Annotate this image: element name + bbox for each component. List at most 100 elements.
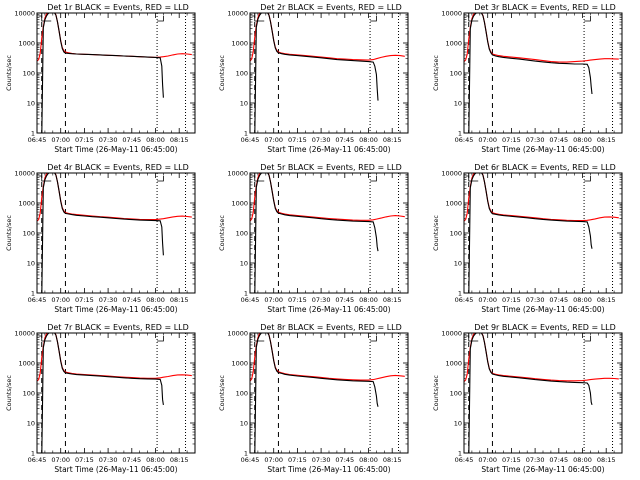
- x-tick-label: 07:00: [478, 296, 497, 304]
- y-axis-label: Counts/sec: [5, 55, 13, 91]
- detector-panel: Det 4r BLACK = Events, RED = LLD Counts/s…: [5, 163, 196, 314]
- panel-title: Det 1r BLACK = Events, RED = LLD: [47, 3, 189, 12]
- x-tick-label: 08:15: [383, 456, 402, 464]
- lld-series-line: [250, 333, 405, 382]
- x-tick-label: 07:45: [549, 296, 568, 304]
- y-tick-label: 100: [450, 390, 462, 398]
- detector-panel: Det 6r BLACK = Events, RED = LLD Counts/s…: [432, 163, 623, 314]
- x-axis-label: Start Time (26-May-11 06:45:00): [54, 145, 177, 154]
- y-tick-label: 1000: [231, 200, 248, 208]
- y-tick-label: 10: [240, 100, 248, 108]
- interval-marker: [466, 335, 479, 342]
- plot-frame: [36, 172, 196, 294]
- x-tick-label: 08:00: [359, 296, 378, 304]
- y-tick-label: 10: [240, 260, 248, 268]
- y-tick-label: 10000: [227, 330, 248, 338]
- interval-marker: [252, 335, 265, 342]
- x-tick-label: 07:00: [264, 136, 283, 144]
- x-tick-label: 07:15: [502, 136, 521, 144]
- x-tick-label: 07:30: [312, 456, 331, 464]
- x-tick-label: 07:45: [335, 456, 354, 464]
- x-tick-label: 08:15: [597, 456, 616, 464]
- interval-marker: [584, 176, 591, 182]
- y-tick-label: 1: [458, 130, 462, 138]
- plot-frame: [463, 12, 623, 134]
- x-tick-label: 08:00: [573, 456, 592, 464]
- x-tick-label: 08:00: [573, 136, 592, 144]
- x-tick-label: 07:15: [75, 136, 94, 144]
- y-axis-label: Counts/sec: [432, 375, 440, 411]
- panel-title: Det 2r BLACK = Events, RED = LLD: [260, 3, 402, 12]
- interval-marker: [466, 15, 479, 22]
- y-tick-label: 100: [23, 230, 35, 238]
- interval-marker: [252, 175, 265, 182]
- interval-marker: [157, 16, 164, 22]
- y-tick-label: 10000: [441, 10, 462, 18]
- x-tick-label: 06:45: [28, 296, 47, 304]
- panel-title: Det 9r BLACK = Events, RED = LLD: [474, 323, 616, 332]
- y-tick-label: 100: [450, 230, 462, 238]
- interval-marker: [39, 335, 52, 342]
- x-tick-label: 07:00: [478, 136, 497, 144]
- x-tick-label: 07:15: [502, 456, 521, 464]
- interval-marker: [370, 336, 377, 342]
- plot-frame: [36, 332, 196, 454]
- x-tick-label: 08:15: [170, 296, 189, 304]
- y-tick-label: 10: [27, 260, 35, 268]
- plot-frame: [463, 332, 623, 454]
- interval-marker: [252, 15, 265, 22]
- y-tick-label: 1: [458, 290, 462, 298]
- x-tick-label: 06:45: [241, 136, 260, 144]
- x-tick-label: 08:00: [359, 456, 378, 464]
- plot-frame: [249, 172, 409, 294]
- x-tick-label: 07:30: [312, 136, 331, 144]
- y-tick-label: 100: [236, 230, 248, 238]
- y-tick-label: 1000: [18, 200, 35, 208]
- x-tick-label: 08:00: [146, 136, 165, 144]
- y-tick-label: 10: [27, 420, 35, 428]
- interval-marker: [584, 16, 591, 22]
- y-axis-label: Counts/sec: [5, 215, 13, 251]
- x-tick-label: 08:00: [359, 136, 378, 144]
- y-tick-label: 10000: [14, 330, 35, 338]
- x-axis-label: Start Time (26-May-11 06:45:00): [481, 465, 604, 474]
- y-tick-label: 10: [240, 420, 248, 428]
- interval-marker: [157, 176, 164, 182]
- y-tick-label: 10000: [441, 170, 462, 178]
- y-axis-label: Counts/sec: [218, 55, 226, 91]
- x-tick-label: 07:45: [122, 296, 141, 304]
- x-tick-label: 07:15: [288, 296, 307, 304]
- y-tick-label: 10000: [441, 330, 462, 338]
- plot-frame: [249, 332, 409, 454]
- lld-series-line: [250, 173, 405, 222]
- detector-panel: Det 1r BLACK = Events, RED = LLD Counts/s…: [5, 3, 196, 154]
- y-tick-label: 1: [458, 450, 462, 458]
- detector-panel: Det 7r BLACK = Events, RED = LLD Counts/s…: [5, 323, 196, 474]
- x-tick-label: 08:00: [573, 296, 592, 304]
- panel-title: Det 6r BLACK = Events, RED = LLD: [474, 163, 616, 172]
- x-tick-label: 06:45: [455, 296, 474, 304]
- x-tick-label: 07:15: [75, 456, 94, 464]
- x-tick-label: 08:15: [597, 296, 616, 304]
- events-series-line: [254, 173, 379, 293]
- y-tick-label: 10000: [14, 170, 35, 178]
- events-series-line: [41, 333, 164, 453]
- y-tick-label: 1: [31, 450, 35, 458]
- detector-panel: Det 3r BLACK = Events, RED = LLD Counts/s…: [432, 3, 623, 154]
- y-tick-label: 1: [244, 130, 248, 138]
- events-series-line: [41, 173, 164, 293]
- y-tick-label: 1000: [18, 360, 35, 368]
- x-tick-label: 08:15: [170, 456, 189, 464]
- events-series-line: [254, 333, 379, 453]
- panel-title: Det 3r BLACK = Events, RED = LLD: [474, 3, 616, 12]
- interval-marker: [370, 16, 377, 22]
- interval-marker: [39, 175, 52, 182]
- interval-marker: [39, 15, 52, 22]
- x-tick-label: 07:45: [549, 456, 568, 464]
- y-tick-label: 100: [236, 70, 248, 78]
- x-tick-label: 08:15: [383, 296, 402, 304]
- detector-panel: Det 5r BLACK = Events, RED = LLD Counts/s…: [218, 163, 409, 314]
- events-series-line: [468, 173, 593, 293]
- y-tick-label: 1000: [18, 40, 35, 48]
- y-tick-label: 1000: [445, 40, 462, 48]
